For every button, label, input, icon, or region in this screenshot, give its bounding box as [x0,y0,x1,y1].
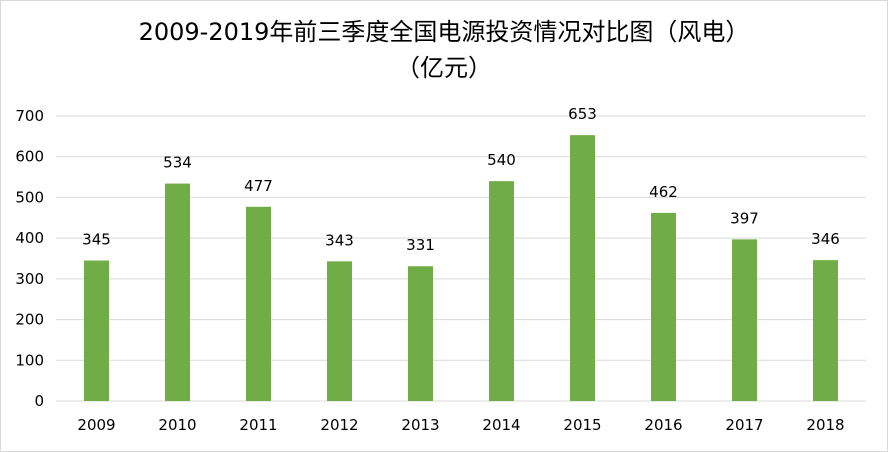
x-tick-label: 2014 [482,416,520,434]
x-axis-ticks: 2009 2010 2011 2012 2013 2014 2015 2016 2017 2018 [77,416,844,434]
x-tick-label: 2009 [77,416,115,434]
bars [84,135,838,401]
bar-2012 [327,261,352,401]
gridlines [56,115,866,402]
data-label-2015: 653 [568,105,597,123]
x-tick-label: 2013 [401,416,439,434]
y-tick-label: 200 [15,311,44,329]
y-tick-label: 400 [15,229,44,247]
x-tick-label: 2015 [563,416,601,434]
data-label-2012: 343 [325,231,354,249]
y-tick-label: 300 [15,270,44,288]
y-tick-label: 0 [34,392,44,410]
data-label-2018: 346 [811,230,840,248]
bar-2018 [813,260,838,401]
data-label-2014: 540 [487,151,516,169]
chart-subtitle: （亿元） [396,54,492,82]
data-label-2013: 331 [406,236,435,254]
data-label-2011: 477 [244,177,273,195]
x-tick-label: 2016 [644,416,682,434]
y-tick-label: 100 [15,351,44,369]
bar-2014 [489,181,514,401]
bar-2011 [246,206,271,401]
bar-2016 [651,212,676,401]
y-tick-label: 600 [15,148,44,166]
bar-2017 [732,239,757,401]
y-axis-ticks: 0 100 200 300 400 500 600 700 [15,107,44,410]
chart-title: 2009-2019年前三季度全国电源投资情况对比图（风电） [138,18,750,46]
y-tick-label: 500 [15,188,44,206]
x-tick-label: 2012 [320,416,358,434]
data-label-2016: 462 [649,183,678,201]
data-label-2009: 345 [82,231,111,249]
y-tick-label: 700 [15,107,44,125]
x-tick-label: 2010 [158,416,196,434]
data-labels: 345 534 477 343 331 540 653 462 397 346 [82,105,840,254]
bar-2010 [165,183,190,401]
x-tick-label: 2011 [239,416,277,434]
x-tick-label: 2018 [806,416,844,434]
bar-2009 [84,260,109,401]
x-tick-label: 2017 [725,416,763,434]
data-label-2017: 397 [730,209,759,227]
bar-2013 [408,266,433,401]
bar-2015 [570,135,595,401]
chart-title-block: 2009-2019年前三季度全国电源投资情况对比图（风电） （亿元） [0,14,888,86]
data-label-2010: 534 [163,154,192,172]
